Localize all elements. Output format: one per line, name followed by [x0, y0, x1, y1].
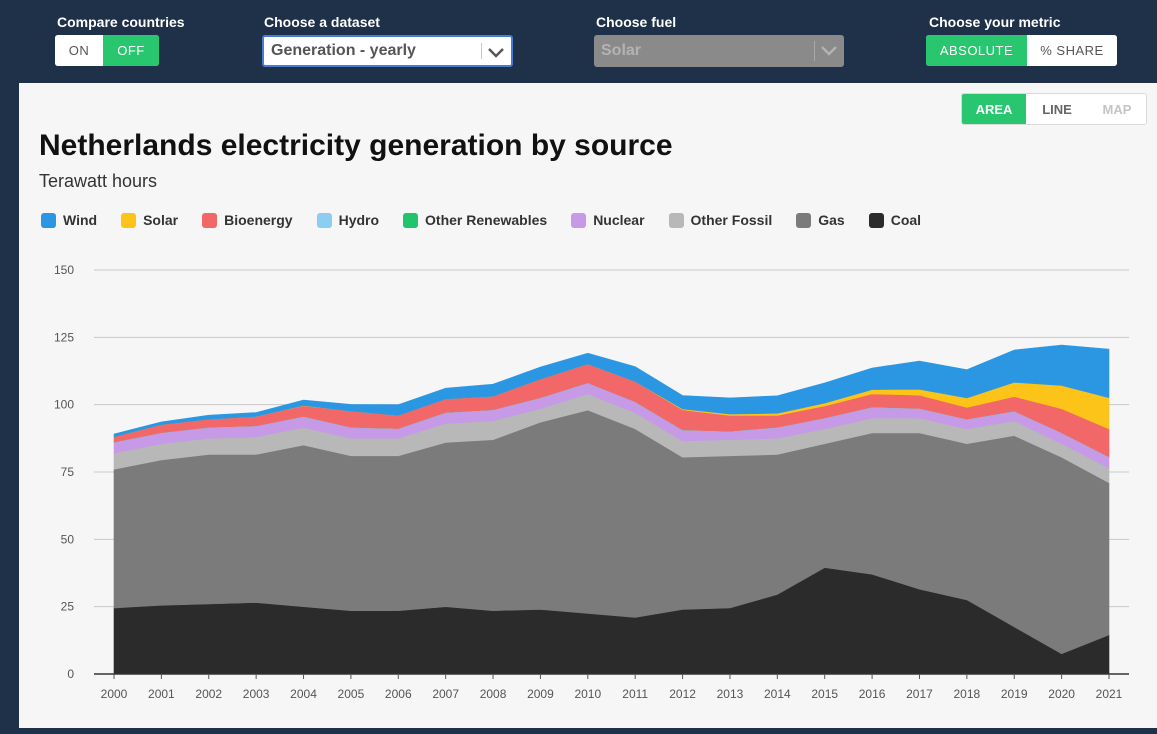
dataset-label: Choose a dataset: [264, 14, 380, 30]
legend-swatch-coal: [868, 212, 884, 228]
x-tick-label-2010: 2010: [574, 687, 601, 701]
x-tick-label-2020: 2020: [1048, 687, 1075, 701]
x-tick-label-2019: 2019: [1001, 687, 1028, 701]
metric-absolute-option[interactable]: ABSOLUTE: [926, 35, 1027, 66]
chevron-down-icon[interactable]: [487, 44, 505, 60]
y-tick-label-25: 25: [61, 600, 75, 614]
chart-type-map[interactable]: MAP: [1088, 94, 1146, 124]
x-tick-label-2016: 2016: [859, 687, 886, 701]
legend-item-bioenergy[interactable]: Bioenergy: [202, 212, 293, 228]
y-tick-label-100: 100: [54, 398, 74, 412]
x-tick-label-2014: 2014: [764, 687, 791, 701]
chart-type-line[interactable]: LINE: [1026, 94, 1088, 124]
legend-label-solar: Solar: [143, 212, 179, 228]
legend-label-nuclear: Nuclear: [593, 212, 645, 228]
legend-label-wind: Wind: [63, 212, 98, 228]
metric-toggle[interactable]: ABSOLUTE % SHARE: [926, 35, 1117, 66]
x-tick-label-2004: 2004: [290, 687, 317, 701]
x-tick-label-2017: 2017: [906, 687, 933, 701]
legend-swatch-other-renewables: [403, 212, 419, 228]
legend-label-bioenergy: Bioenergy: [224, 212, 293, 228]
compare-countries-label: Compare countries: [57, 14, 185, 30]
legend-swatch-hydro: [316, 212, 332, 228]
x-tick-label-2009: 2009: [527, 687, 554, 701]
dataset-select[interactable]: Generation - yearly: [262, 35, 513, 67]
compare-on-option[interactable]: ON: [55, 35, 103, 66]
chart-type-toggle[interactable]: AREA LINE MAP: [961, 93, 1147, 125]
legend-swatch-other-fossil: [668, 212, 684, 228]
y-tick-label-150: 150: [54, 263, 74, 277]
y-tick-label-0: 0: [67, 667, 74, 681]
legend-swatch-nuclear: [571, 212, 587, 228]
x-tick-label-2001: 2001: [148, 687, 175, 701]
compare-countries-toggle[interactable]: ON OFF: [55, 35, 159, 66]
fuel-select[interactable]: Solar: [594, 35, 844, 67]
chart-title: Netherlands electricity generation by so…: [39, 129, 673, 162]
legend-item-solar[interactable]: Solar: [121, 212, 178, 228]
legend-item-coal[interactable]: Coal: [868, 212, 922, 228]
legend-label-hydro: Hydro: [338, 212, 380, 228]
chart-legend: Wind Solar Bioenergy Hydro Other Renewables N…: [41, 212, 945, 228]
x-tick-label-2006: 2006: [385, 687, 412, 701]
fuel-label: Choose fuel: [596, 14, 677, 30]
fuel-select-separator: [814, 41, 815, 61]
y-tick-label-125: 125: [54, 330, 74, 344]
x-tick-label-2021: 2021: [1096, 687, 1123, 701]
y-tick-label-50: 50: [61, 532, 75, 546]
legend-label-other-renewables: Other Renewables: [425, 212, 548, 228]
dataset-select-separator: [481, 43, 482, 59]
x-tick-label-2002: 2002: [195, 687, 222, 701]
legend-label-other-fossil: Other Fossil: [690, 212, 773, 228]
legend-swatch-gas: [796, 212, 812, 228]
x-tick-label-2003: 2003: [243, 687, 270, 701]
legend-label-gas: Gas: [818, 212, 845, 228]
legend-item-nuclear[interactable]: Nuclear: [571, 212, 645, 228]
legend-label-coal: Coal: [890, 212, 922, 228]
metric-label: Choose your metric: [929, 14, 1061, 30]
x-tick-label-2018: 2018: [954, 687, 981, 701]
area-series-wind: [113, 344, 1110, 438]
x-tick-label-2000: 2000: [101, 687, 128, 701]
legend-item-hydro[interactable]: Hydro: [316, 212, 380, 228]
chart-type-area[interactable]: AREA: [962, 94, 1026, 124]
x-tick-label-2013: 2013: [717, 687, 744, 701]
fuel-select-value: Solar: [601, 42, 642, 59]
legend-item-wind[interactable]: Wind: [41, 212, 97, 228]
x-tick-label-2015: 2015: [811, 687, 838, 701]
legend-swatch-bioenergy: [202, 212, 218, 228]
legend-item-other-renewables[interactable]: Other Renewables: [403, 212, 547, 228]
legend-swatch-wind: [41, 212, 56, 228]
legend-swatch-solar: [121, 212, 137, 228]
metric-share-option[interactable]: % SHARE: [1027, 35, 1117, 66]
chart-subtitle: Terawatt hours: [39, 171, 158, 191]
x-tick-label-2008: 2008: [480, 687, 507, 701]
legend-item-gas[interactable]: Gas: [796, 212, 845, 228]
compare-off-option[interactable]: OFF: [103, 35, 159, 66]
stacked-area-chart: 0 25 50 75 100 125 150 2000 2001 2002 2003 2004 2005…: [54, 263, 1129, 701]
x-tick-label-2005: 2005: [338, 687, 365, 701]
chart-panel: AREA LINE MAP Netherlands electricity ge…: [19, 83, 1157, 728]
legend-item-other-fossil[interactable]: Other Fossil: [668, 212, 773, 228]
x-tick-label-2012: 2012: [669, 687, 696, 701]
x-tick-label-2011: 2011: [622, 687, 648, 701]
x-tick-label-2007: 2007: [432, 687, 459, 701]
chevron-down-icon[interactable]: [820, 42, 838, 58]
dataset-select-value: Generation - yearly: [271, 42, 416, 59]
y-tick-label-75: 75: [61, 465, 75, 479]
